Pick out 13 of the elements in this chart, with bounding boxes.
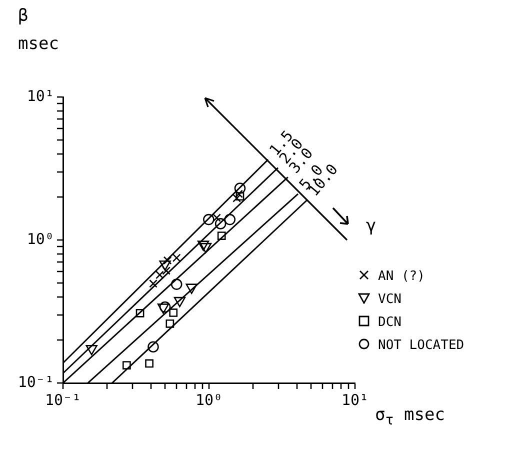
y-tick-label: 10⁻¹ (18, 372, 54, 391)
legend-label: NOT LOCATED (378, 338, 464, 353)
y-axis-title: β msec (18, 5, 60, 56)
x-tick-label: 10⁻¹ (44, 390, 82, 409)
y-tick-label: 10¹ (26, 86, 54, 105)
y-tick-label: 10⁰ (26, 230, 54, 248)
x-tick-label: 10¹ (341, 390, 369, 409)
legend-label: AN (?) (378, 269, 425, 284)
x-axis-title: σ$_{τ}$ msec (375, 405, 445, 428)
legend-label: DCN (378, 315, 402, 330)
legend-label: VCN (378, 292, 402, 307)
x-tick-label: 10⁰ (195, 390, 223, 409)
legend-title: γ (366, 216, 376, 236)
